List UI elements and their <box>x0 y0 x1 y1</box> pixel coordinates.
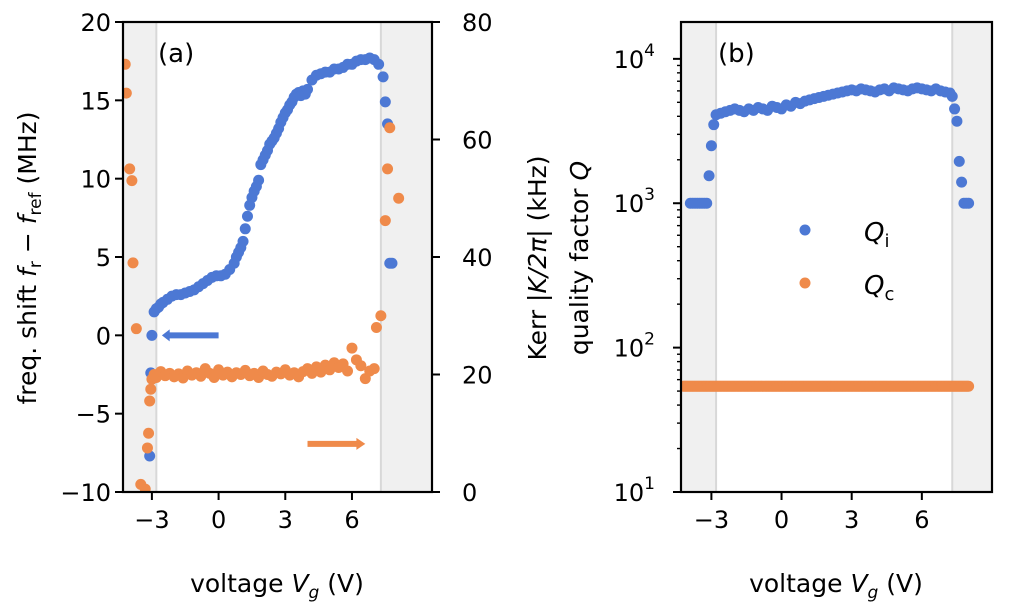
freq-shift-point <box>146 329 158 341</box>
freq-shift-point <box>377 71 389 83</box>
kerr-point <box>126 175 138 187</box>
x-tick-label: −3 <box>694 506 729 534</box>
qi-point <box>953 155 965 167</box>
x-tick-label: 3 <box>278 506 293 534</box>
left-arrow-head <box>161 329 170 342</box>
kerr-point <box>375 310 387 322</box>
x-tick-label: 0 <box>211 506 226 534</box>
panel-b-y-axis-label: quality factor Q <box>565 161 594 355</box>
freq-shift-point <box>241 210 253 222</box>
kerr-point <box>382 163 394 175</box>
kerr-point <box>384 122 396 134</box>
freq-shift-point <box>373 58 385 70</box>
x-tick-label: 3 <box>844 506 859 534</box>
qi-point <box>956 176 968 188</box>
panel-b-frame <box>679 20 994 494</box>
shaded-region <box>123 22 157 492</box>
panel-a-label: (a) <box>158 39 194 69</box>
legend-marker-qc <box>799 277 811 289</box>
kerr-point <box>355 360 367 372</box>
freq-shift-point <box>253 174 265 186</box>
qi-point <box>963 197 975 209</box>
y-tick-label: −5 <box>76 401 111 429</box>
qi-point <box>951 115 963 127</box>
x-tick-label: 0 <box>774 506 789 534</box>
freq-shift-point <box>239 223 251 235</box>
kerr-point <box>141 442 153 454</box>
legend-marker-qi <box>799 224 811 236</box>
kerr-point <box>139 483 151 492</box>
qc-point <box>963 380 975 392</box>
qi-point <box>946 90 958 102</box>
shaded-region <box>380 22 432 492</box>
shaded-region <box>681 22 717 492</box>
kerr-point <box>393 192 405 204</box>
y-tick-label: 5 <box>96 244 111 272</box>
panel-a-y-axis-label: freq. shift fr − fref (MHz) <box>13 111 46 404</box>
qi-point <box>703 170 715 182</box>
y-tick-label: 15 <box>80 87 111 115</box>
y-tick-label: 102 <box>614 330 655 363</box>
kerr-point <box>130 323 142 335</box>
y-tick-label: −10 <box>60 479 111 507</box>
kerr-point <box>123 87 132 99</box>
freq-shift-point <box>302 83 314 95</box>
kerr-point <box>123 58 131 70</box>
right-arrow-head <box>356 437 366 450</box>
panel-b-x-axis-label: voltage Vg (V) <box>749 569 923 603</box>
kerr-point <box>370 322 382 333</box>
x-tick-label: 6 <box>344 506 359 534</box>
kerr-point <box>124 163 136 175</box>
kerr-point <box>368 363 380 375</box>
y-tick-label: 10 <box>80 166 111 194</box>
shaded-region <box>952 22 992 492</box>
panel-a-x-axis-label: voltage Vg (V) <box>190 569 364 603</box>
qi-point <box>701 197 713 209</box>
legend-label-qc: Qc <box>864 271 894 305</box>
panel-a: −3 0 3 6 −10 −5 0 5 10 15 20 0 20 40 60 80 (a) freq. sh… <box>13 9 552 603</box>
y-tick-label: 103 <box>614 185 655 218</box>
x-tick-label: −3 <box>134 506 169 534</box>
freq-shift-point <box>379 96 391 108</box>
y2-tick-label: 0 <box>462 479 477 507</box>
kerr-point <box>346 342 358 354</box>
qi-point <box>705 140 717 152</box>
kerr-point <box>144 395 156 407</box>
panel-b: −3 0 3 6 101 102 103 104 (b) quality factor Q v… <box>565 20 994 603</box>
freq-shift-point <box>237 235 249 247</box>
y2-tick-label: 80 <box>462 9 493 37</box>
y2-tick-label: 40 <box>462 244 493 272</box>
y-tick-label: 101 <box>614 474 655 507</box>
y-tick-label: 20 <box>80 9 111 37</box>
kerr-point <box>143 427 155 439</box>
y-tick-label: 104 <box>614 41 655 74</box>
legend: Qi Qc <box>799 218 894 305</box>
kerr-point <box>127 257 139 269</box>
x-tick-label: 6 <box>914 506 929 534</box>
qi-point <box>949 103 961 115</box>
kerr-point <box>145 383 157 395</box>
y-tick-label: 0 <box>96 322 111 350</box>
legend-label-qi: Qi <box>864 218 889 252</box>
panel-a-y2-axis-label: Kerr |K/2π| (kHz) <box>523 155 552 360</box>
qi-point <box>708 119 720 131</box>
freq-shift-point <box>386 257 398 269</box>
y2-tick-label: 60 <box>462 127 493 155</box>
y2-tick-label: 20 <box>462 362 493 390</box>
kerr-point <box>342 365 354 377</box>
panel-b-label: (b) <box>718 39 755 69</box>
kerr-point <box>379 215 391 227</box>
